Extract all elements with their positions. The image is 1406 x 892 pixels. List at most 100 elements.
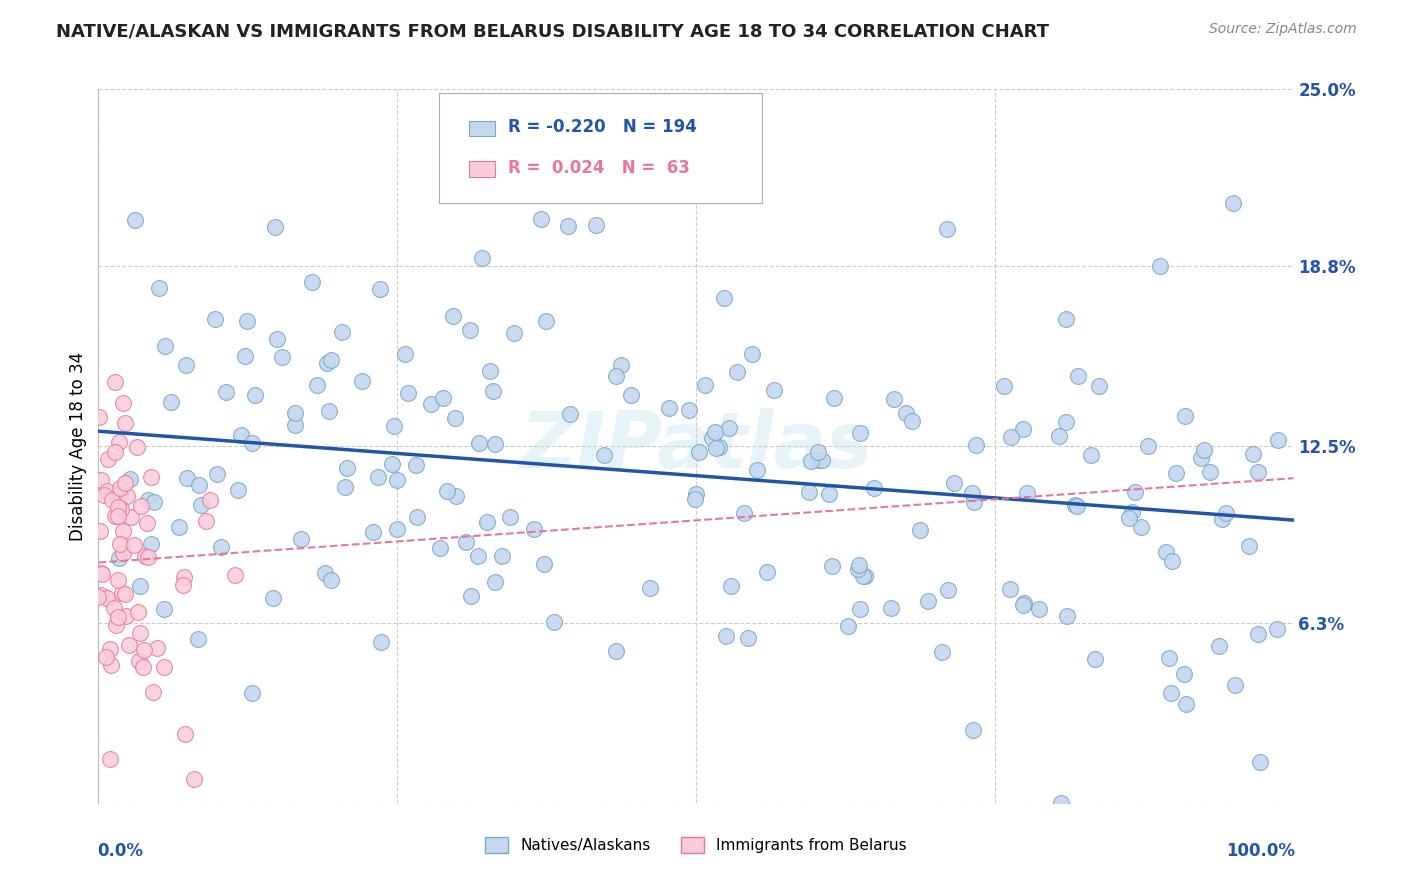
Point [444, 489, 467, 503]
Point [89, 409, 111, 424]
Point [1137, 439, 1160, 453]
Point [605, 369, 627, 384]
Point [215, 384, 238, 399]
Text: 0.0%: 0.0% [97, 842, 143, 860]
Point [148, 281, 170, 295]
Point [1056, 415, 1078, 429]
Point [962, 723, 984, 737]
Legend: Natives/Alaskans, Immigrants from Belarus: Natives/Alaskans, Immigrants from Belaru… [479, 831, 912, 859]
Point [810, 453, 832, 467]
Point [100, 658, 122, 673]
Point [301, 276, 323, 290]
Point [703, 425, 725, 439]
Point [114, 475, 136, 490]
Point [114, 587, 136, 601]
Y-axis label: Disability Age 18 to 34: Disability Age 18 to 34 [69, 351, 87, 541]
Point [688, 445, 710, 459]
Point [901, 414, 924, 428]
Point [1225, 678, 1247, 692]
Point [737, 632, 759, 646]
FancyBboxPatch shape [470, 120, 495, 136]
Point [522, 39, 544, 54]
Point [1175, 697, 1198, 711]
Point [209, 541, 232, 555]
Point [110, 481, 132, 495]
Point [167, 519, 190, 533]
Point [1194, 443, 1216, 458]
Point [94, 649, 117, 664]
Point [104, 375, 127, 389]
Point [1160, 686, 1182, 700]
Text: R =  0.024   N =  63: R = 0.024 N = 63 [509, 159, 690, 177]
Point [1118, 510, 1140, 524]
Point [174, 358, 197, 372]
Point [725, 365, 748, 379]
Point [135, 516, 157, 530]
Point [852, 569, 875, 583]
Point [880, 600, 903, 615]
Point [370, 635, 392, 649]
Point [315, 566, 337, 581]
Point [1123, 484, 1146, 499]
Point [849, 425, 872, 440]
Point [264, 219, 287, 234]
Point [194, 514, 217, 528]
Point [460, 589, 482, 603]
Point [931, 645, 953, 659]
Point [908, 523, 931, 537]
Point [187, 632, 209, 647]
Point [172, 578, 194, 592]
Point [101, 493, 124, 508]
Point [849, 601, 872, 615]
Point [620, 388, 643, 402]
Point [330, 326, 353, 340]
Point [266, 332, 288, 346]
Point [1157, 651, 1180, 665]
Point [240, 686, 263, 700]
Point [837, 619, 859, 633]
Point [1249, 755, 1271, 769]
Point [136, 492, 159, 507]
Text: NATIVE/ALASKAN VS IMMIGRANTS FROM BELARUS DISABILITY AGE 18 TO 34 CORRELATION CH: NATIVE/ALASKAN VS IMMIGRANTS FROM BELARU… [56, 22, 1049, 40]
Point [605, 643, 627, 657]
Point [124, 538, 146, 552]
Point [134, 549, 156, 563]
Point [107, 551, 129, 566]
FancyBboxPatch shape [470, 161, 495, 177]
Point [129, 499, 152, 513]
Point [807, 445, 830, 459]
Point [89, 524, 111, 539]
Point [695, 377, 717, 392]
Point [136, 550, 159, 565]
Point [467, 549, 489, 563]
Point [610, 358, 633, 372]
Point [820, 559, 842, 574]
Point [1028, 602, 1050, 616]
Point [152, 660, 174, 674]
Point [420, 397, 443, 411]
Point [700, 432, 723, 446]
Point [1087, 378, 1109, 392]
Point [318, 404, 340, 418]
Point [1011, 599, 1033, 613]
Point [104, 445, 127, 459]
Point [382, 418, 405, 433]
Point [118, 638, 141, 652]
Point [319, 353, 342, 368]
Point [523, 522, 546, 536]
Point [848, 562, 870, 576]
Point [593, 448, 616, 462]
Point [153, 601, 176, 615]
Point [1050, 796, 1073, 810]
Point [1156, 545, 1178, 559]
Point [503, 326, 526, 341]
Point [319, 573, 342, 587]
Point [284, 417, 307, 432]
Point [468, 436, 491, 450]
Point [380, 458, 402, 472]
Point [124, 212, 146, 227]
Point [960, 486, 983, 500]
Point [484, 437, 506, 451]
Point [713, 292, 735, 306]
Point [1121, 504, 1143, 518]
